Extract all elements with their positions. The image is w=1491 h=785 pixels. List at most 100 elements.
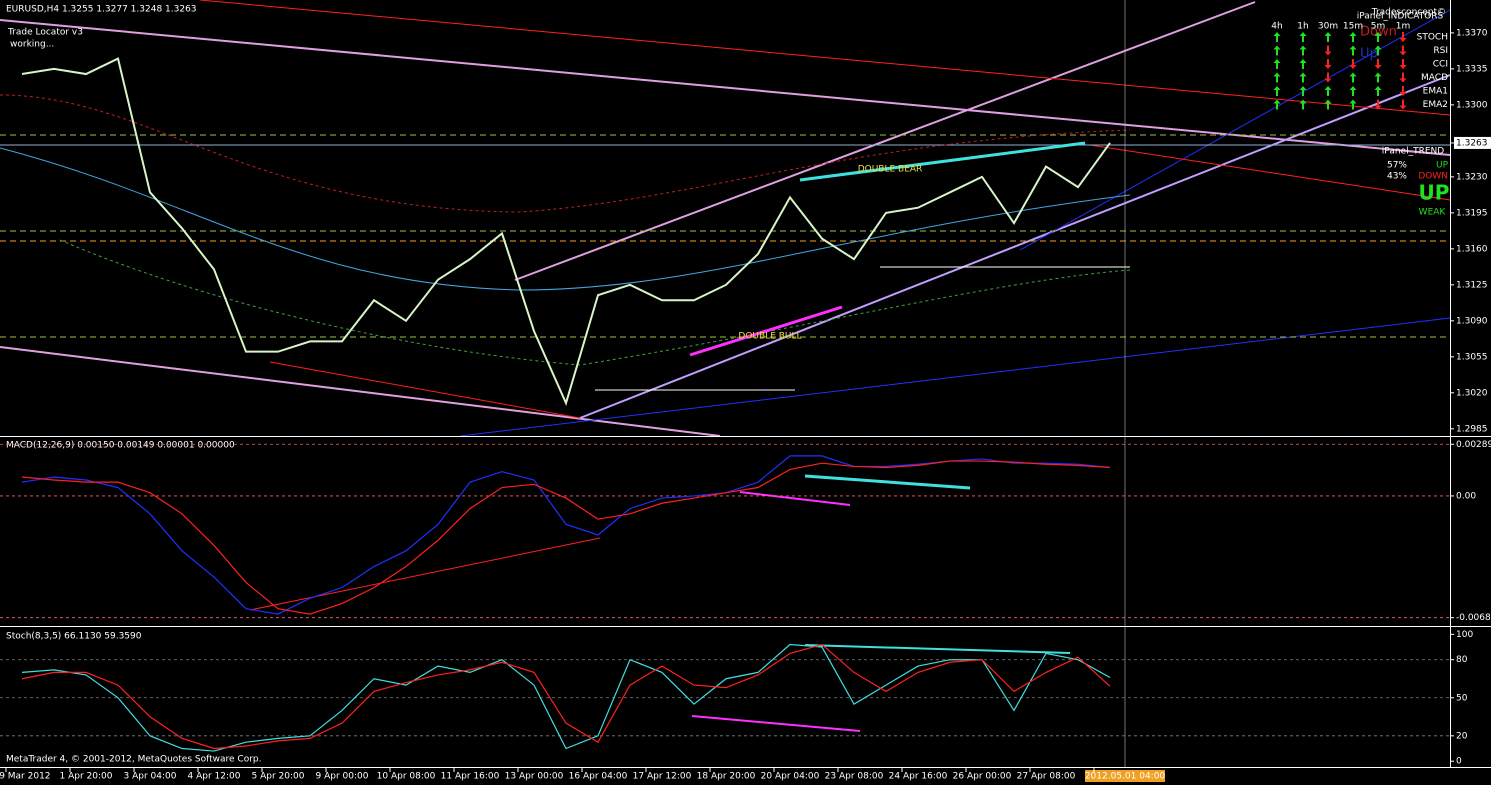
- y-tick-label: 1.3055: [1456, 352, 1488, 362]
- y-tick-label: 1.3195: [1456, 208, 1488, 218]
- x-tick-label: 26 Apr 00:00: [953, 772, 1012, 782]
- signal-arrow: [1399, 72, 1407, 83]
- signal-arrow: [1399, 86, 1407, 96]
- moving-average: [0, 94, 1131, 213]
- x-highlight: [1085, 770, 1165, 782]
- x-tick-label: 2012.05.01 04:00: [1085, 772, 1166, 782]
- y-tick-label: 0: [1456, 757, 1462, 767]
- y-tick-label: 0.00289: [1456, 440, 1491, 450]
- signal-arrow: [1349, 86, 1357, 96]
- series-line: [21, 57, 1111, 406]
- channel-line: [579, 74, 1451, 419]
- y-tick-label: 100: [1456, 630, 1473, 640]
- signal-arrow: [1273, 99, 1281, 110]
- indicator-label: EMA2: [1423, 100, 1448, 110]
- signal-arrow: [1374, 99, 1382, 110]
- signal-arrow: [1374, 59, 1382, 69]
- macd-title: MACD(12,26,9) 0.00150 0.00149 0.00001 0.…: [6, 441, 235, 451]
- annotation: DOUBLE BEAR: [858, 165, 923, 175]
- indicator-label: EMA1: [1423, 87, 1448, 97]
- x-tick-label: 4 Apr 12:00: [188, 772, 241, 782]
- panel-title: iPanel_INDICATORS: [1357, 12, 1444, 22]
- signal-arrow: [1299, 99, 1307, 110]
- signal-arrow: [1324, 59, 1332, 69]
- divergence-line: [249, 537, 601, 611]
- signal-arrow: [1349, 99, 1357, 110]
- annotation: Trade Locator v3: [7, 28, 83, 38]
- signal-arrow: [1273, 32, 1281, 42]
- timeframe-label: 4h: [1271, 22, 1282, 32]
- divergence-line: [804, 644, 1071, 654]
- timeframe-label: 5m: [1371, 22, 1386, 32]
- overlay-text: Up: [1360, 47, 1378, 62]
- timeframe-label: 15m: [1343, 22, 1363, 32]
- divergence-line: [691, 715, 861, 732]
- y-tick-label: 80: [1456, 655, 1468, 665]
- down-pct: 43%: [1387, 172, 1407, 182]
- x-tick-label: 9 Apr 00:00: [316, 772, 369, 782]
- overlay-text: Down: [1360, 25, 1397, 40]
- x-tick-label: 1 Apr 20:00: [60, 772, 113, 782]
- x-tick-label: 29 Mar 2012: [0, 772, 51, 782]
- price-highlight: [1454, 136, 1491, 149]
- annotation: working...: [10, 40, 54, 50]
- info-panel: Tradesconcept© iPanel_INDICATORS Down Up…: [1357, 8, 1450, 218]
- y-tick-label: 1.3020: [1456, 388, 1488, 398]
- y-tick-label: 0.00: [1456, 491, 1476, 501]
- x-tick-label: 20 Apr 04:00: [761, 772, 820, 782]
- signal-arrow: [1399, 59, 1407, 69]
- frames: [0, 0, 1491, 768]
- indicator-label: CCI: [1433, 60, 1448, 70]
- signal-arrow: [1399, 45, 1407, 56]
- x-tick-label: 24 Apr 16:00: [889, 772, 948, 782]
- signal-arrow: [1324, 32, 1332, 42]
- y-tick-label: 50: [1456, 693, 1468, 703]
- signal-arrow: [1273, 86, 1281, 96]
- signal-arrow: [1299, 86, 1307, 96]
- indicator-label: MACD: [1421, 73, 1448, 83]
- trend-line: [269, 361, 581, 419]
- series-line: [21, 643, 1111, 752]
- signal-arrow: [1299, 32, 1307, 42]
- x-tick-label: 17 Apr 12:00: [633, 772, 692, 782]
- signal-arrow: [1273, 45, 1281, 56]
- y-tick-label: 1.2985: [1456, 424, 1488, 434]
- timeframe-label: 1h: [1297, 22, 1308, 32]
- trend-strength: WEAK: [1419, 208, 1447, 218]
- signal-arrow: [1349, 72, 1357, 83]
- signal-arrow: [1299, 45, 1307, 56]
- trend-value: UP: [1419, 181, 1450, 205]
- up-label: UP: [1436, 161, 1449, 171]
- series-line: [21, 455, 1111, 615]
- signal-arrow: [1399, 99, 1407, 110]
- annotation: DOUBLE BULL: [738, 332, 801, 342]
- signal-arrow: [1324, 86, 1332, 96]
- y-tick-label: 1.3125: [1456, 280, 1488, 290]
- moving-average: [59, 239, 1131, 366]
- indicator-label: RSI: [1433, 46, 1448, 56]
- x-tick-label: 16 Apr 04:00: [569, 772, 628, 782]
- trend-line: [1089, 144, 1451, 201]
- x-tick-label: 18 Apr 20:00: [697, 772, 756, 782]
- signal-arrow: [1273, 72, 1281, 83]
- y-tick-label: 1.3263: [1456, 138, 1488, 148]
- trend-title: iPanel_TREND: [1382, 147, 1444, 157]
- y-tick-label: 1.3370: [1456, 28, 1488, 38]
- y-tick-label: 1.3160: [1456, 244, 1488, 254]
- series-line: [21, 643, 1111, 750]
- signal-arrow: [1349, 45, 1357, 56]
- y-tick-label: 1.3230: [1456, 172, 1488, 182]
- signal-arrow: [1349, 59, 1357, 69]
- signal-arrow: [1324, 45, 1332, 56]
- divergence-line: [689, 305, 843, 357]
- up-pct: 57%: [1387, 161, 1407, 171]
- divergence-line: [799, 141, 1086, 182]
- channel-line: [0, 346, 721, 437]
- timeframe-label: 1m: [1396, 22, 1411, 32]
- y-tick-label: 20: [1456, 731, 1468, 741]
- signal-arrow: [1324, 72, 1332, 83]
- channel-line: [0, 19, 1451, 156]
- signal-arrow: [1324, 99, 1332, 110]
- divergence-line: [739, 491, 851, 506]
